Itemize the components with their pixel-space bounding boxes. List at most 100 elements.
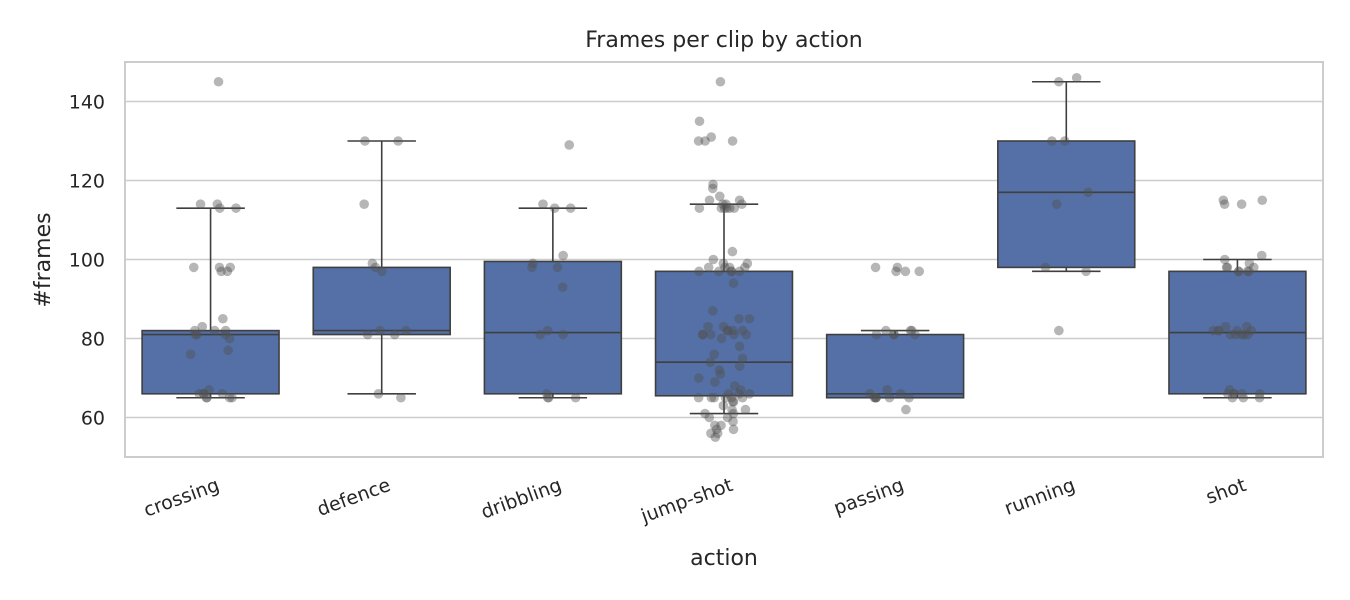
data-point [564,140,575,150]
strip-points [185,73,1268,443]
data-point [714,365,725,375]
box-running [997,80,1136,273]
data-point [218,313,228,324]
data-point [213,76,224,87]
data-point [871,392,881,403]
data-point [396,392,406,403]
data-point [375,325,385,336]
data-point [1242,329,1253,340]
x-tick-label: jump-shot [637,474,735,528]
data-point [727,246,738,257]
data-point [722,325,733,336]
data-point [744,389,755,399]
box-crossing [141,207,280,399]
data-point [542,392,553,403]
data-point [694,203,705,213]
data-point [737,392,748,403]
x-axis-label: action [690,546,758,571]
data-point [708,179,718,190]
data-point [904,392,914,403]
data-point [201,392,212,403]
data-point [694,266,704,277]
x-tick-label: crossing [141,474,222,522]
data-point [185,349,196,360]
data-point [869,392,880,403]
y-tick-label: 60 [81,408,105,430]
data-point [737,353,748,364]
data-point [720,262,730,273]
data-point [734,361,745,371]
data-point [557,282,568,292]
data-point [726,266,737,277]
data-point [694,116,705,127]
data-point [1213,325,1224,336]
data-point [721,203,732,213]
data-point [716,203,727,213]
y-tick-label: 120 [69,171,105,193]
data-point [1054,76,1064,87]
data-point [706,428,716,439]
data-point [725,203,735,213]
data-point [714,266,724,277]
data-point [224,333,235,344]
box-iqr [483,260,623,395]
data-point [389,329,400,340]
data-point [528,258,538,269]
data-point [527,262,537,273]
data-point [377,266,387,277]
data-point [1081,266,1091,277]
y-tick-label: 140 [69,92,105,114]
data-point [740,404,751,415]
box-defence [312,140,451,395]
chart-title: Frames per clip by action [585,28,863,53]
data-point [212,199,223,209]
data-point [724,262,735,273]
data-point [538,199,548,209]
data-point [905,325,916,336]
data-point [231,203,241,213]
data-point [1244,258,1255,269]
data-point [708,254,719,265]
data-point [895,389,906,399]
box-jump-shot [654,203,794,415]
data-point [728,416,738,427]
data-point [900,266,911,277]
data-point [703,262,714,273]
data-point [1233,266,1244,277]
x-tick-label: shot [1203,474,1249,509]
data-point [718,258,729,269]
data-point [1218,195,1229,206]
data-point [194,389,205,399]
data-point [726,392,737,403]
x-tick-label: passing [831,474,907,520]
data-point [693,136,704,146]
data-point [715,76,726,87]
x-tick-label: running [1002,474,1078,520]
data-point [222,266,233,277]
data-point [716,333,727,344]
data-point [705,357,716,368]
data-point [1230,329,1241,340]
data-point [190,329,201,340]
data-point [542,325,553,336]
data-point [204,385,214,395]
data-point [198,389,209,399]
data-point [734,313,744,324]
data-point [549,203,560,213]
data-point [1246,325,1257,336]
data-point [882,385,892,395]
data-point [1219,254,1230,265]
box-iqr [825,333,965,399]
data-point [1229,389,1239,399]
data-point [709,392,719,403]
data-point [362,329,373,340]
data-point [565,203,576,213]
data-point [729,329,739,340]
data-point [734,389,744,399]
data-point [1254,392,1265,403]
data-point [535,329,546,340]
data-point [727,404,737,415]
data-point [1256,250,1267,261]
data-point [710,432,721,443]
data-point [542,389,552,399]
